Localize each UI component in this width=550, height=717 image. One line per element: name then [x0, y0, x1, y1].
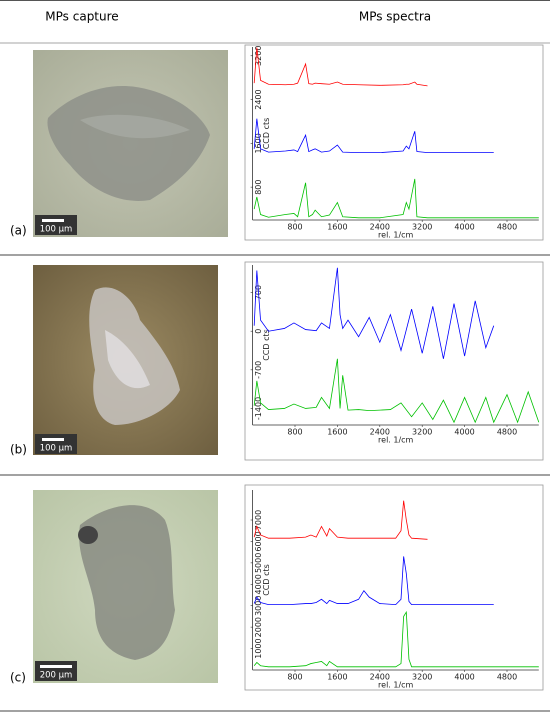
- y-axis-label: CCD cts: [262, 329, 271, 361]
- x-axis-label: rel. 1/cm: [378, 436, 414, 445]
- y-tick-label: 7000: [254, 510, 263, 530]
- x-tick-label: 3200: [412, 223, 432, 232]
- spectrum-line: [253, 358, 540, 424]
- x-tick-label: 4000: [454, 673, 474, 682]
- chart-frame: [244, 484, 544, 691]
- x-tick-label: 1600: [327, 673, 347, 682]
- chart-frame: [244, 44, 544, 241]
- scale-bar-label: 100 µm: [40, 225, 73, 235]
- micrograph: [33, 490, 218, 683]
- scale-bar-label: 200 µm: [40, 671, 73, 681]
- x-tick-label: 4800: [497, 223, 517, 232]
- micrograph: [33, 50, 228, 237]
- x-tick-label: 4800: [497, 673, 517, 682]
- x-tick-label: 3200: [412, 428, 432, 437]
- y-tick-label: 4000: [254, 574, 263, 594]
- spectrum-line: [253, 178, 539, 219]
- x-tick-label: 2400: [370, 223, 390, 232]
- x-tick-label: 1600: [327, 223, 347, 232]
- x-axis-label: rel. 1/cm: [378, 231, 414, 240]
- row-label: (c): [10, 671, 26, 685]
- spectrum-line: [253, 118, 494, 154]
- column-header: MPs capture: [45, 10, 118, 24]
- y-tick-label: 3000: [254, 596, 263, 616]
- scale-bar-label: 100 µm: [40, 444, 73, 454]
- x-tick-label: 800: [287, 673, 302, 682]
- x-tick-label: 4800: [497, 428, 517, 437]
- row-label: (a): [10, 224, 27, 238]
- x-tick-label: 2400: [370, 428, 390, 437]
- y-axis-label: CCD cts: [262, 118, 271, 150]
- y-tick-label: 2400: [254, 89, 263, 109]
- row-label: (b): [10, 443, 27, 457]
- y-tick-label: 6000: [254, 531, 263, 551]
- y-tick-label: -1400: [254, 397, 263, 420]
- x-tick-label: 800: [287, 223, 302, 232]
- y-tick-label: 1600: [254, 133, 263, 153]
- x-tick-label: 4000: [454, 223, 474, 232]
- x-axis-label: rel. 1/cm: [378, 681, 414, 690]
- y-tick-label: -700: [254, 361, 263, 379]
- y-tick-label: 1000: [254, 638, 263, 658]
- y-tick-label: 5000: [254, 553, 263, 573]
- y-axis-label: CCD cts: [262, 564, 271, 596]
- x-tick-label: 800: [287, 428, 302, 437]
- spectrum-line: [253, 267, 495, 359]
- chart-frame: [244, 261, 544, 461]
- x-tick-label: 2400: [370, 673, 390, 682]
- spectrum-line: [253, 556, 494, 606]
- x-tick-label: 3200: [412, 673, 432, 682]
- y-tick-label: 2000: [254, 617, 263, 637]
- y-tick-label: 3200: [254, 46, 263, 66]
- y-tick-label: 800: [254, 180, 263, 195]
- x-tick-label: 4000: [454, 428, 474, 437]
- micrograph: [33, 265, 218, 455]
- column-header: MPs spectra: [359, 10, 431, 24]
- spectrum-line: [253, 500, 428, 540]
- y-tick-label: 0: [254, 329, 263, 334]
- spectrum-line: [253, 610, 539, 668]
- spectrum-line: [253, 47, 428, 87]
- x-tick-label: 1600: [327, 428, 347, 437]
